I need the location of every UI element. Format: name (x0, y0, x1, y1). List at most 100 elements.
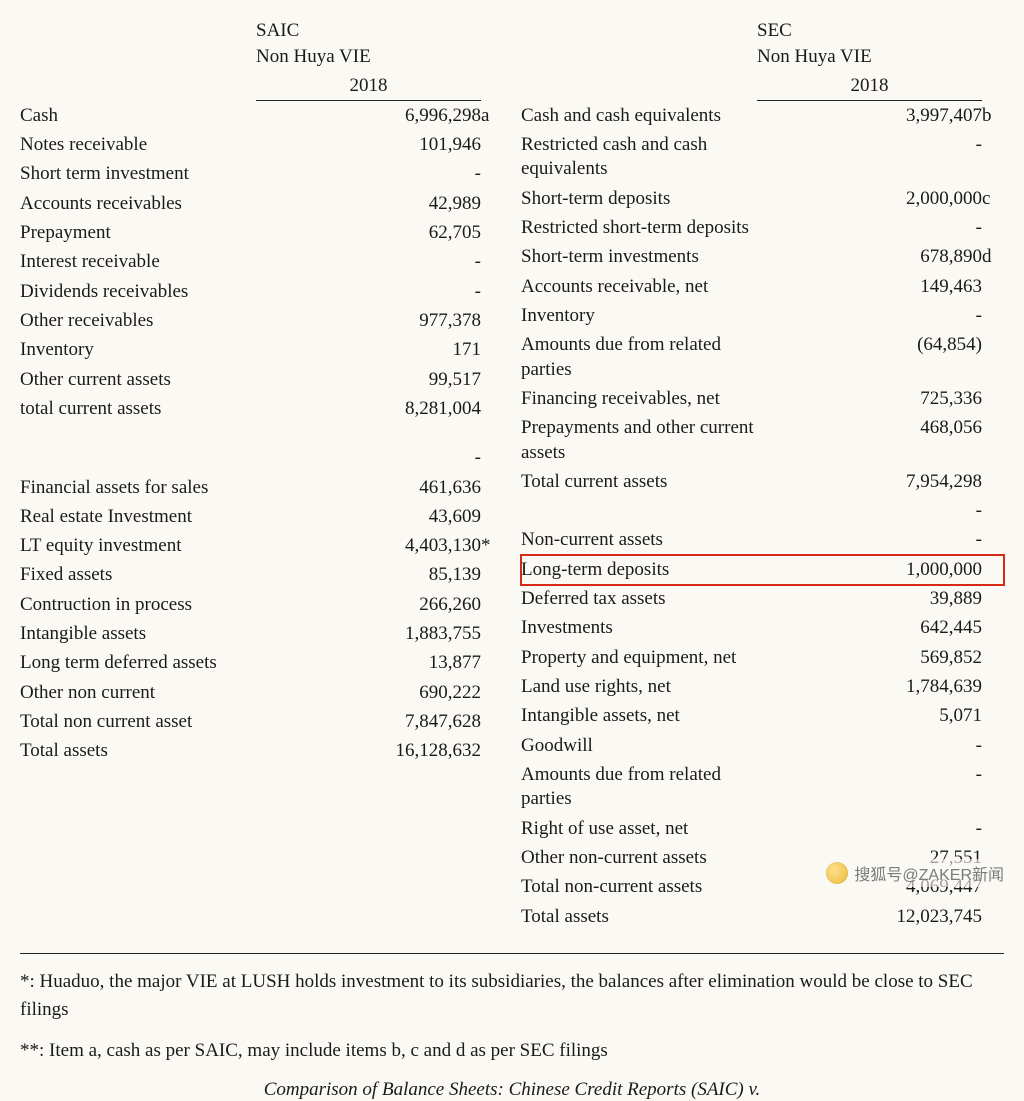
row-note (982, 414, 1004, 468)
table-row: Long term deferred assets13,877 (20, 649, 503, 678)
row-label: Total current assets (521, 467, 757, 496)
row-value: - (757, 526, 982, 555)
row-note (982, 760, 1004, 814)
table-row: Prepayment62,705 (20, 219, 503, 248)
row-value: - (757, 760, 982, 814)
row-note (982, 614, 1004, 643)
row-label: total current assets (20, 394, 256, 423)
row-note (982, 814, 1004, 843)
row-note: b (982, 101, 1004, 130)
row-note (982, 384, 1004, 413)
row-label: Financial assets for sales (20, 473, 256, 502)
row-value: - (757, 301, 982, 330)
row-label: Cash and cash equivalents (521, 101, 757, 130)
saic-year: 2018 (256, 75, 481, 101)
sec-column: SEC Non Huya VIE 2018 Cash and cash equi… (521, 18, 1004, 931)
table-row: Land use rights, net1,784,639 (521, 673, 1004, 702)
row-value: 468,056 (757, 414, 982, 468)
table-row: Goodwill- (521, 731, 1004, 760)
table-row: - (521, 497, 1004, 526)
table-row: Real estate Investment43,609 (20, 502, 503, 531)
table-row: Dividends receivables- (20, 277, 503, 306)
table-row: Amounts due from related parties- (521, 760, 1004, 814)
row-label (521, 497, 757, 526)
row-label: Dividends receivables (20, 277, 256, 306)
table-row: Deferred tax assets39,889 (521, 585, 1004, 614)
table-row: Non-current assets- (521, 526, 1004, 555)
row-note (481, 649, 503, 678)
row-note (982, 131, 1004, 185)
table-row: Financial assets for sales461,636 (20, 473, 503, 502)
row-value: 99,517 (256, 365, 481, 394)
row-value: 7,847,628 (256, 708, 481, 737)
watermark-text: 搜狐号@ZAKER新闻 (854, 861, 1004, 885)
row-value: 6,996,298 (256, 101, 481, 130)
row-value: - (757, 814, 982, 843)
row-note (982, 702, 1004, 731)
row-value: 85,139 (256, 561, 481, 590)
row-value: 461,636 (256, 473, 481, 502)
row-value: 2,000,000 (757, 184, 982, 213)
table-row: Amounts due from related parties(64,854) (521, 331, 1004, 385)
row-note (982, 902, 1004, 931)
row-value: - (256, 444, 481, 473)
row-value: 690,222 (256, 678, 481, 707)
row-label: Total assets (20, 737, 256, 766)
table-row: Restricted cash and cash equivalents- (521, 131, 1004, 185)
sec-subtitle: Non Huya VIE (757, 44, 1004, 70)
row-label: Investments (521, 614, 757, 643)
table-row: - (20, 444, 503, 473)
row-label: Total non current asset (20, 708, 256, 737)
row-label: Deferred tax assets (521, 585, 757, 614)
table-row: Restricted short-term deposits- (521, 214, 1004, 243)
table-row: Inventory- (521, 301, 1004, 330)
row-note: c (982, 184, 1004, 213)
row-note: a (481, 101, 503, 130)
row-note (481, 365, 503, 394)
saic-subtitle: Non Huya VIE (256, 44, 503, 70)
row-value: 977,378 (256, 306, 481, 335)
row-label: Notes receivable (20, 131, 256, 160)
row-note (982, 467, 1004, 496)
row-note (982, 301, 1004, 330)
table-row: Fixed assets85,139 (20, 561, 503, 590)
row-value: 43,609 (256, 502, 481, 531)
saic-header: SAIC Non Huya VIE (20, 18, 503, 69)
row-value: 642,445 (757, 614, 982, 643)
row-value: 266,260 (256, 590, 481, 619)
row-note (481, 737, 503, 766)
footnote-2: **: Item a, cash as per SAIC, may includ… (20, 1037, 1004, 1065)
row-note: * (481, 532, 503, 561)
row-label: Short term investment (20, 160, 256, 189)
row-note (481, 131, 503, 160)
row-label: Contruction in process (20, 590, 256, 619)
row-label: Other non current (20, 678, 256, 707)
sec-header: SEC Non Huya VIE (521, 18, 1004, 69)
row-note: d (982, 243, 1004, 272)
row-value: 62,705 (256, 219, 481, 248)
row-label: Total non-current assets (521, 873, 757, 902)
row-label: Other receivables (20, 306, 256, 335)
table-row: Accounts receivable, net149,463 (521, 272, 1004, 301)
sohu-logo-icon (826, 862, 848, 884)
row-label: Land use rights, net (521, 673, 757, 702)
table-row: Other non current690,222 (20, 678, 503, 707)
row-value: 39,889 (757, 585, 982, 614)
row-note (481, 590, 503, 619)
row-value: - (757, 131, 982, 185)
sec-year-row: 2018 (521, 75, 1004, 101)
row-note (982, 526, 1004, 555)
table-row: Short-term investments678,890d (521, 243, 1004, 272)
row-note (481, 708, 503, 737)
table-row: Financing receivables, net725,336 (521, 384, 1004, 413)
row-value: 1,883,755 (256, 620, 481, 649)
row-label: Non-current assets (521, 526, 757, 555)
saic-column: SAIC Non Huya VIE 2018 Cash6,996,298aNot… (20, 18, 503, 931)
row-note (481, 502, 503, 531)
row-note (481, 336, 503, 365)
row-note (481, 394, 503, 423)
table-row: Total assets16,128,632 (20, 737, 503, 766)
table-row: Short term investment- (20, 160, 503, 189)
row-label: Fixed assets (20, 561, 256, 590)
row-note (982, 214, 1004, 243)
